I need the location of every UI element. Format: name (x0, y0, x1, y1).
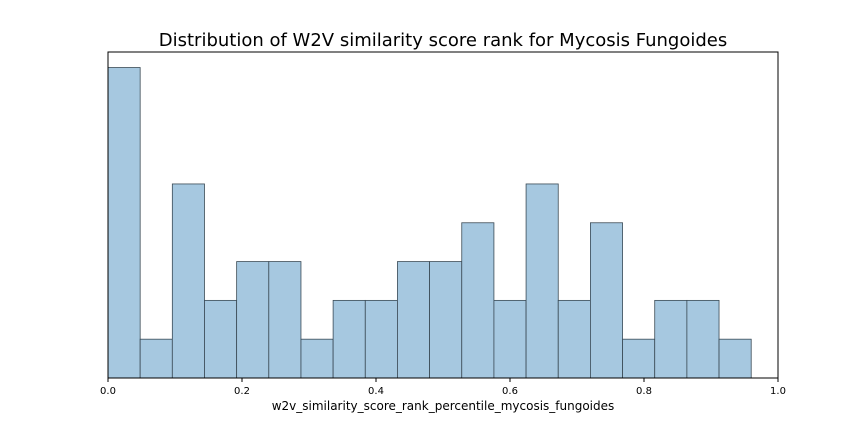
x-axis-ticks: 0.0 0.2 0.4 0.6 0.8 1.0 (100, 378, 786, 397)
histogram-bar-12 (493, 299, 527, 379)
x-tick-label: 0.8 (636, 386, 652, 397)
histogram-bar-3 (204, 299, 238, 379)
histogram-bar-18 (686, 299, 720, 379)
chart-title: Distribution of W2V similarity score ran… (159, 30, 728, 51)
histogram-bar-6 (300, 338, 334, 379)
histogram-bar-17 (654, 299, 688, 379)
histogram-bar-4 (236, 261, 270, 379)
histogram-bar-16 (622, 338, 656, 379)
histogram-bar-19 (718, 338, 752, 379)
histogram-bar-15 (590, 222, 623, 379)
histogram-bar-14 (557, 299, 591, 379)
x-tick-label: 0.0 (100, 386, 116, 397)
histogram-bar-11 (461, 222, 495, 379)
histogram-bar-8 (364, 299, 398, 379)
histogram-bar-9 (397, 261, 431, 379)
histogram-bar-13 (525, 183, 559, 379)
histogram-bar-5 (268, 261, 302, 379)
histogram-bar-10 (429, 261, 463, 379)
histogram-bar-2 (171, 183, 205, 379)
x-tick-label: 0.6 (502, 386, 518, 397)
histogram-bar-7 (332, 299, 366, 379)
histogram-bars (107, 67, 752, 379)
x-tick-label: 1.0 (770, 386, 786, 397)
x-tick-label: 0.4 (368, 386, 384, 397)
histogram-bar-1 (139, 338, 173, 379)
x-axis-label: w2v_similarity_score_rank_percentile_myc… (272, 399, 615, 413)
plot-frame (107, 51, 779, 379)
histogram-bar-0 (107, 67, 141, 379)
x-tick-label: 0.2 (234, 386, 250, 397)
